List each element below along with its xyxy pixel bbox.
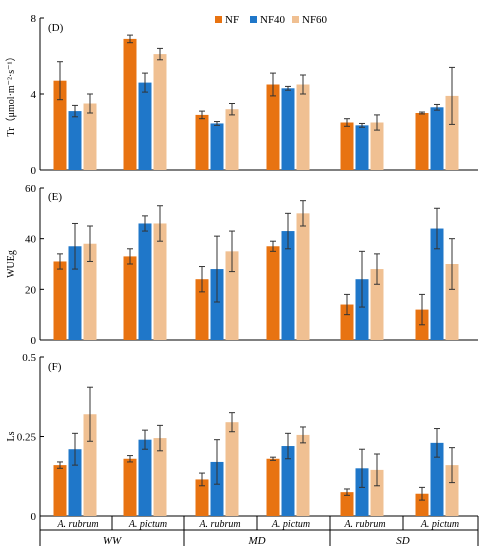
bar — [153, 54, 167, 170]
bar — [340, 304, 354, 340]
legend-swatch-nf60 — [292, 16, 299, 23]
bar — [355, 468, 369, 516]
y-tick-label: 4 — [31, 89, 37, 101]
bar — [445, 264, 459, 340]
bar — [430, 442, 444, 516]
species-label: A. rubrum — [198, 519, 240, 530]
bar — [340, 492, 354, 516]
y-axis-title: Tr（μmol·m⁻²·s⁻¹） — [5, 52, 17, 137]
bar — [281, 446, 295, 516]
legend-swatch-nf — [215, 16, 222, 23]
y-tick-label: 60 — [25, 183, 37, 195]
species-label: A. pictum — [420, 519, 459, 530]
species-label: A. rubrum — [56, 519, 98, 530]
species-label: A. rubrum — [343, 519, 385, 530]
bar — [355, 125, 369, 170]
bar — [53, 465, 67, 516]
panel-label: (F) — [48, 361, 62, 373]
legend-swatch-nf40 — [250, 16, 257, 23]
bar — [225, 251, 239, 340]
y-tick-label: 0 — [31, 335, 37, 347]
bar — [195, 114, 209, 170]
bar — [210, 123, 224, 170]
bar — [195, 479, 209, 516]
bar — [53, 80, 67, 170]
y-tick-label: 0.5 — [22, 352, 36, 364]
bar — [138, 223, 152, 340]
bar — [430, 228, 444, 340]
y-axis-title: Ls — [6, 431, 17, 441]
treatment-label: WW — [103, 535, 122, 547]
species-label: A. pictum — [128, 519, 167, 530]
bar — [83, 414, 97, 516]
bar — [68, 449, 82, 516]
bar — [415, 113, 429, 170]
legend-label-nf40: NF40 — [260, 14, 286, 26]
bar — [266, 246, 280, 340]
bar — [430, 107, 444, 170]
panel-e: 0 20 40 60 (E) WUEg — [6, 183, 478, 347]
bar — [210, 461, 224, 516]
panel-d: 0 4 8 (D) Tr（μmol·m⁻²·s⁻¹） — [5, 13, 478, 177]
bar — [153, 438, 167, 516]
bar — [225, 109, 239, 170]
bar — [83, 243, 97, 340]
panels-layer: 0 4 8 (D) Tr（μmol·m⁻²·s⁻¹） 0 20 40 60 (E) WUEg 0 0.2… — [5, 13, 478, 523]
bar — [83, 103, 97, 170]
y-tick-label: 0 — [31, 511, 37, 523]
bar — [68, 246, 82, 340]
bar — [123, 38, 137, 171]
panel-label: (E) — [48, 191, 62, 203]
bar — [281, 88, 295, 170]
bar — [225, 422, 239, 516]
bar — [370, 469, 384, 516]
treatment-label: MD — [247, 535, 265, 547]
bar — [210, 269, 224, 340]
bar — [296, 213, 310, 340]
bar — [445, 465, 459, 516]
bar — [296, 84, 310, 170]
panel-label: (D) — [48, 22, 64, 34]
bar — [153, 223, 167, 340]
panel-f: 0 0.25 0.5 (F) Ls — [6, 352, 478, 523]
bar — [445, 95, 459, 170]
legend-label-nf60: NF60 — [302, 14, 328, 26]
bar — [123, 256, 137, 340]
bar — [355, 279, 369, 340]
y-tick-label: 20 — [25, 284, 37, 296]
bar — [53, 261, 67, 340]
legend-label-nf: NF — [225, 14, 239, 26]
bar — [370, 122, 384, 170]
bar — [281, 231, 295, 340]
bar — [266, 84, 280, 170]
y-axis-title: WUEg — [6, 250, 17, 278]
legend: NF NF40 NF60 — [215, 14, 328, 26]
y-tick-label: 0 — [31, 165, 37, 177]
y-tick-label: 40 — [25, 234, 37, 246]
bar — [370, 269, 384, 340]
bar — [195, 279, 209, 340]
bar — [138, 82, 152, 170]
bar — [266, 458, 280, 516]
category-axis: A. rubrum A. pictum A. rubrum A. pictum A. r… — [39, 516, 479, 547]
y-tick-label: 0.25 — [17, 432, 37, 444]
species-label: A. pictum — [271, 519, 310, 530]
bar — [68, 111, 82, 170]
bar — [415, 493, 429, 516]
bar — [123, 458, 137, 516]
bar — [296, 434, 310, 516]
y-tick-label: 8 — [31, 13, 37, 25]
bar — [138, 439, 152, 516]
treatment-label: SD — [396, 535, 410, 547]
bar — [340, 122, 354, 170]
